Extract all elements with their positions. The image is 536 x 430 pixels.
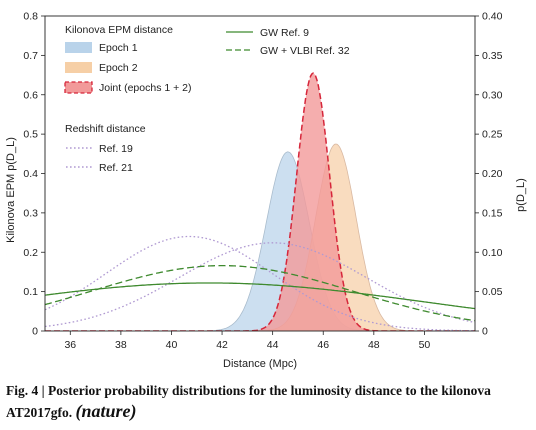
x-tick-label: 36 (64, 339, 76, 351)
legend-group-redshift-title: Redshift distance (65, 123, 146, 135)
legend-swatch-epoch1 (65, 42, 92, 53)
axis-ticks: 36 38 40 42 44 46 48 50 0 0.1 0.2 0.3 0.4 0.5 0.6 0.7 0.… (23, 11, 502, 352)
y-right-tick-label: 0.30 (482, 89, 503, 101)
legend-label-joint: Joint (epochs 1 + 2) (99, 82, 192, 94)
chart-curves (45, 72, 475, 331)
y-left-tick-label: 0.8 (23, 11, 38, 23)
legend-swatch-joint (64, 81, 93, 94)
y-left-tick-label: 0.5 (23, 129, 38, 141)
x-tick-label: 48 (368, 339, 380, 351)
journal-mark: (nature) (75, 401, 137, 421)
x-tick-label: 44 (267, 339, 279, 351)
y-right-tick-label: 0.15 (482, 207, 503, 219)
x-axis-label: Distance (Mpc) (223, 358, 297, 370)
line-gw-vlbi-ref-32 (45, 264, 475, 322)
area-epoch-2 (45, 144, 475, 331)
y-axis-label-right: p(D_L) (515, 178, 527, 212)
y-left-tick-label: 0 (32, 326, 38, 338)
y-right-tick-label: 0.25 (482, 129, 503, 141)
area-epoch-1 (45, 151, 475, 331)
y-right-tick-label: 0.10 (482, 247, 503, 259)
legend-group-kilonova-title: Kilonova EPM distance (65, 24, 173, 36)
line-ref-21 (45, 242, 475, 328)
caption-text: Fig. 4 | Posterior probability distribut… (6, 383, 491, 420)
legend-label-gw-vlbi: GW + VLBI Ref. 32 (260, 45, 350, 57)
y-left-tick-label: 0.2 (23, 247, 38, 259)
legend-label-epoch1: Epoch 1 (99, 42, 138, 54)
y-left-tick-label: 0.3 (23, 207, 38, 219)
y-right-tick-label: 0 (482, 326, 488, 338)
y-left-tick-label: 0.6 (23, 89, 38, 101)
y-axis-label-left: Kilonova EPM p(D_L) (5, 137, 17, 243)
y-left-tick-label: 0.7 (23, 50, 38, 62)
legend-label-ref21: Ref. 21 (99, 162, 133, 174)
legend: Kilonova EPM distance Epoch 1 Epoch 2 Jo… (64, 24, 350, 174)
line-gw-ref-9 (45, 282, 475, 310)
y-left-tick-label: 0.4 (23, 168, 38, 180)
legend-label-epoch2: Epoch 2 (99, 62, 138, 74)
legend-swatch-epoch2 (65, 62, 92, 73)
y-right-tick-label: 0.05 (482, 286, 503, 298)
x-tick-label: 38 (115, 339, 127, 351)
x-tick-label: 46 (317, 339, 329, 351)
y-right-tick-label: 0.40 (482, 11, 503, 23)
line-ref-19 (45, 235, 475, 331)
area-outline-epoch-1 (45, 151, 475, 331)
y-left-tick-label: 0.1 (23, 286, 38, 298)
y-right-tick-label: 0.20 (482, 168, 503, 180)
y-right-tick-label: 0.35 (482, 50, 503, 62)
x-tick-label: 50 (419, 339, 431, 351)
legend-label-gw-ref9: GW Ref. 9 (260, 27, 309, 39)
x-tick-label: 42 (216, 339, 228, 351)
figure-caption: Fig. 4 | Posterior probability distribut… (6, 380, 530, 423)
legend-label-ref19: Ref. 19 (99, 143, 133, 155)
x-tick-label: 40 (166, 339, 178, 351)
